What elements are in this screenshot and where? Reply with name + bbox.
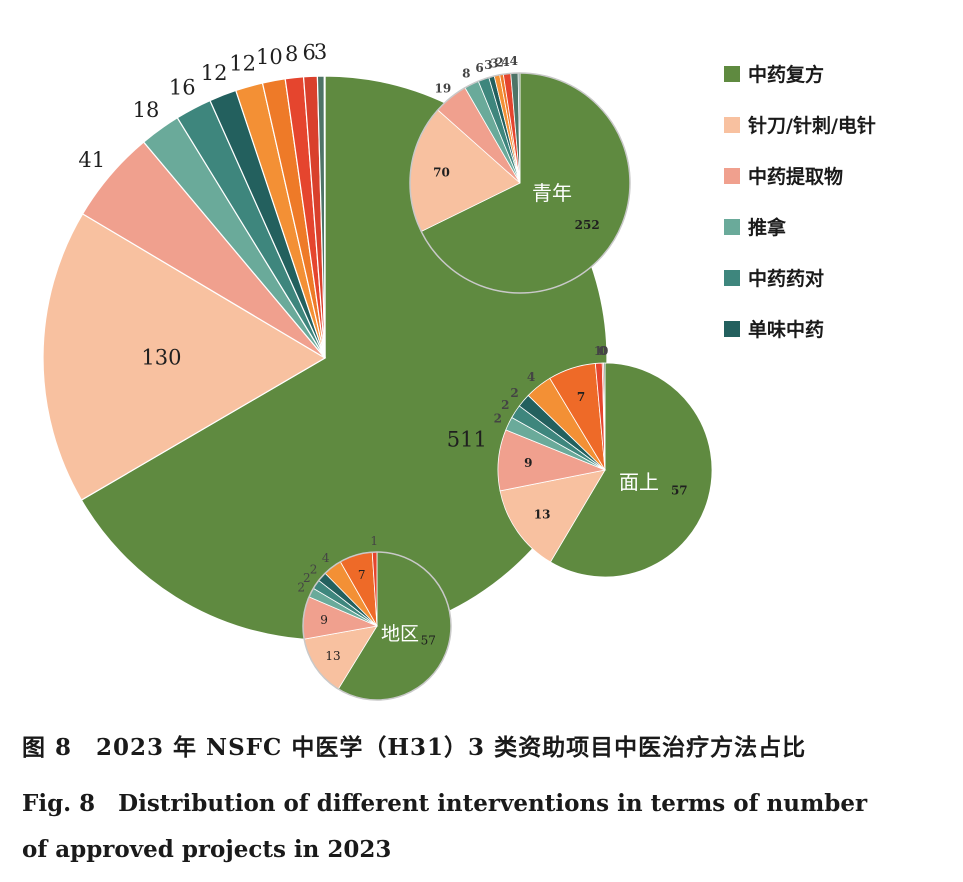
legend-label: 推拿 — [748, 217, 787, 239]
pie-slice — [603, 362, 606, 471]
pie-value-label: 18 — [133, 98, 160, 122]
pie-slice — [549, 362, 713, 578]
legend-swatch — [724, 320, 740, 337]
pie-value-label: 9 — [320, 613, 328, 627]
legend-swatch — [724, 218, 740, 235]
pie-value-label: 8 — [285, 42, 298, 66]
pie-value-label: 1 — [370, 534, 378, 548]
pie-center-label: 面上 — [619, 470, 659, 494]
pie-value-label: 9 — [524, 456, 532, 470]
pie-value-label: 2 — [297, 581, 305, 595]
pie-value-label: 4 — [501, 55, 509, 69]
pie-slice — [499, 469, 606, 563]
legend-label: 中药提取物 — [748, 166, 844, 188]
legend-label: 中药复方 — [748, 64, 825, 86]
pie-slice — [323, 75, 326, 359]
legend-item: 中药药对 — [724, 252, 876, 303]
pie-value-label: 1 — [594, 344, 602, 358]
legend-item: 针刀/针刺/电针 — [724, 99, 876, 150]
pie-value-label: 57 — [671, 483, 688, 497]
pie-value-label: 7 — [577, 390, 585, 404]
caption-english-line2: of approved projects in 2023 — [22, 836, 392, 863]
pie-value-label: 6 — [475, 61, 483, 75]
pie-value-label: 16 — [169, 75, 196, 99]
pie-value-label: 6 — [303, 40, 316, 64]
pie-value-label: 3 — [314, 40, 327, 64]
legend-item: 单味中药 — [724, 303, 876, 354]
legend-swatch — [724, 65, 740, 82]
pie-value-label: 10 — [256, 45, 283, 69]
pie-value-label: 19 — [435, 81, 452, 95]
pie-value-label: 511 — [447, 428, 487, 452]
pie-value-label: 7 — [358, 568, 366, 582]
legend-swatch — [724, 269, 740, 286]
pie-center-label: 地区 — [381, 623, 419, 645]
pie-value-label: 13 — [325, 649, 340, 663]
pie-value-label: 8 — [462, 67, 470, 81]
legend-label: 单味中药 — [748, 319, 825, 341]
pie-value-label: 57 — [421, 634, 436, 648]
pie-outline — [409, 72, 631, 294]
legend-item: 中药提取物 — [724, 150, 876, 201]
caption-english-line1: Fig. 8 Distribution of different interve… — [22, 790, 868, 817]
pie-outline — [302, 551, 452, 701]
pie-center-label: 青年 — [532, 181, 572, 205]
pie-value-label: 41 — [78, 148, 105, 172]
pie-value-label: 2 — [303, 571, 311, 585]
legend-label: 针刀/针刺/电针 — [748, 115, 876, 137]
pie-value-label: 2 — [510, 386, 518, 400]
pie-value-label: 4 — [322, 551, 330, 565]
pie-value-label: 130 — [141, 345, 181, 369]
legend: 中药复方 针刀/针刺/电针 中药提取物 推拿 中药药对 单味中药 — [724, 48, 876, 354]
pie-value-label: 4 — [527, 370, 535, 384]
pie-value-label: 2 — [310, 562, 318, 576]
legend-item: 推拿 — [724, 201, 876, 252]
legend-label: 中药药对 — [748, 268, 825, 290]
pie-value-label: 3 — [484, 58, 492, 72]
pie-slice — [42, 213, 327, 501]
pie-value-label: 0 — [599, 344, 607, 358]
pie-value-label: 2 — [495, 56, 503, 70]
pie-value-label: 252 — [575, 218, 600, 232]
legend-swatch — [724, 116, 740, 133]
legend-swatch — [724, 167, 740, 184]
legend-item: 中药复方 — [724, 48, 876, 99]
pie-value-label: 3 — [490, 57, 498, 71]
pie-value-label: 0 — [600, 344, 608, 358]
pie-value-label: 2 — [501, 398, 509, 412]
pie-value-label: 70 — [433, 165, 450, 179]
pie-value-label: 2 — [494, 411, 502, 425]
pie-value-label: 12 — [201, 61, 228, 85]
pie-value-label: 4 — [510, 54, 518, 68]
pie-value-label: 13 — [534, 508, 551, 522]
caption-chinese: 图 8 2023 年 NSFC 中医学（H31）3 类资助项目中医治疗方法占比 — [22, 734, 807, 761]
pie-value-label: 12 — [229, 51, 256, 75]
